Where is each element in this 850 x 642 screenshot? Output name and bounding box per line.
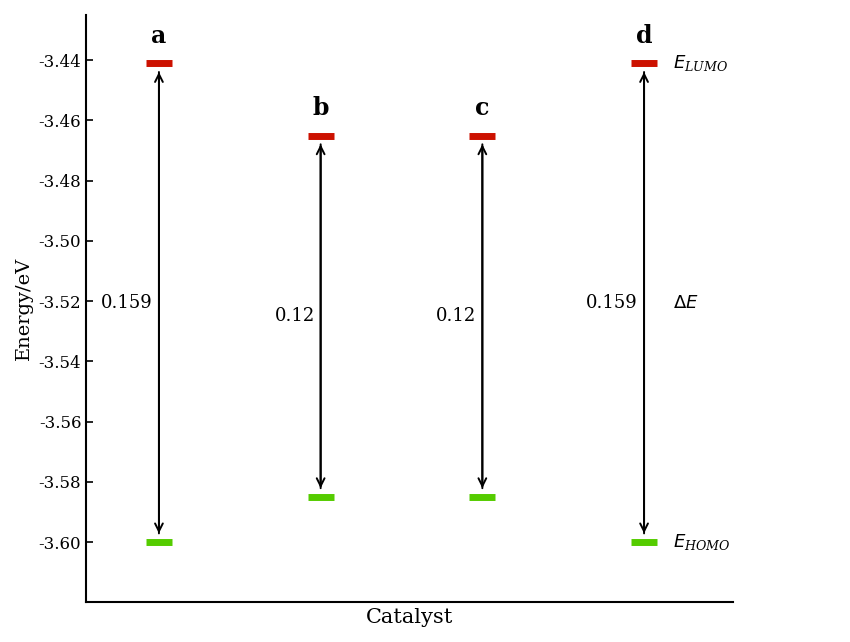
Text: $\Delta E$: $\Delta E$ xyxy=(673,293,699,312)
Text: 0.159: 0.159 xyxy=(586,293,638,312)
Text: 0.12: 0.12 xyxy=(275,308,314,325)
Text: c: c xyxy=(475,96,490,121)
Y-axis label: Energy/eV: Energy/eV xyxy=(15,257,33,360)
Text: a: a xyxy=(151,24,167,48)
Text: 0.159: 0.159 xyxy=(100,293,152,312)
Text: $E_{\mathregular{LUMO}}$: $E_{\mathregular{LUMO}}$ xyxy=(673,53,728,73)
Text: d: d xyxy=(636,24,652,48)
Text: $E_{\mathregular{HOMO}}$: $E_{\mathregular{HOMO}}$ xyxy=(673,532,731,552)
Text: 0.12: 0.12 xyxy=(436,308,477,325)
X-axis label: Catalyst: Catalyst xyxy=(366,608,453,627)
Text: b: b xyxy=(313,96,329,121)
